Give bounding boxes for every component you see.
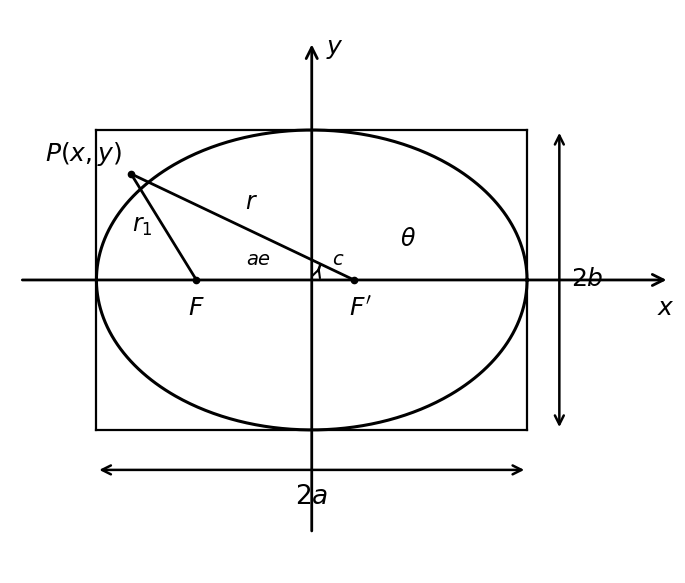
- Text: $\theta$: $\theta$: [400, 229, 416, 251]
- Text: $2b$: $2b$: [571, 268, 603, 292]
- Text: $r_1$: $r_1$: [132, 215, 153, 238]
- Text: $ae$: $ae$: [247, 251, 271, 269]
- Text: $r$: $r$: [245, 191, 258, 214]
- Text: $F'$: $F'$: [349, 297, 371, 321]
- Text: $y$: $y$: [325, 38, 343, 61]
- Text: $x$: $x$: [657, 297, 674, 320]
- Text: $F$: $F$: [188, 297, 205, 320]
- Text: $P(x,y)$: $P(x,y)$: [45, 140, 122, 168]
- Text: $c$: $c$: [332, 251, 345, 269]
- Text: $2a$: $2a$: [295, 484, 328, 509]
